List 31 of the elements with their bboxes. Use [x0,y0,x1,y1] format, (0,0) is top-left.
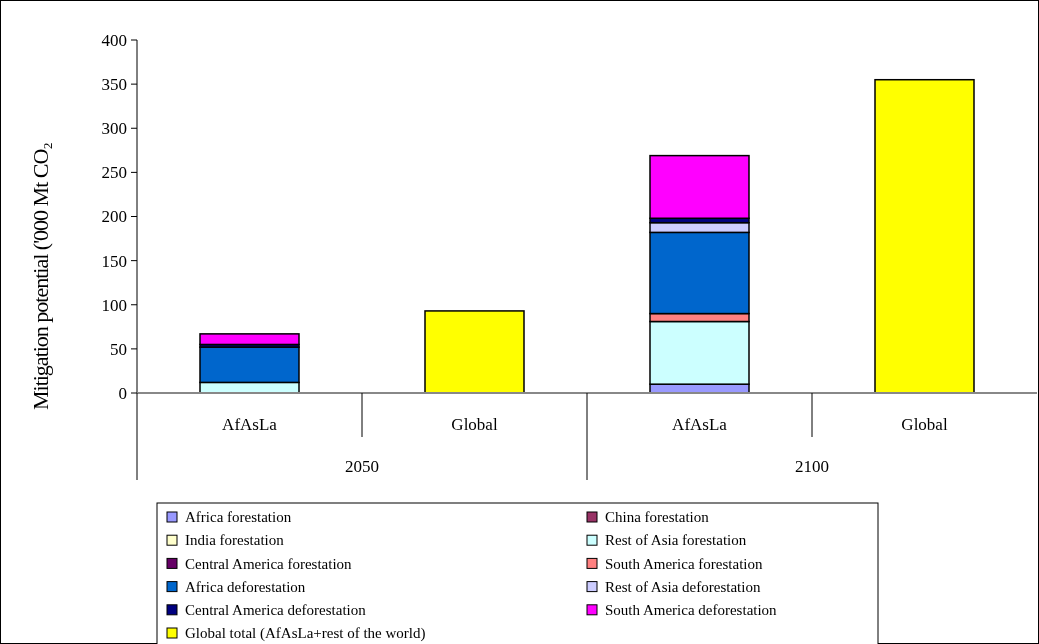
legend-label: Rest of Asia forestation [605,532,747,549]
y-tick-label: 250 [101,163,127,183]
x-tick-label: Global [451,415,498,434]
legend-label: South America deforestation [605,602,778,619]
y-tick-label: 50 [110,339,127,359]
legend-label: China forestation [605,509,710,526]
y-tick-label: 0 [118,383,127,403]
legend-label: Central America deforestation [185,602,367,619]
bar [424,310,525,394]
bar [649,154,750,220]
legend-label: India forestation [185,532,285,549]
legend-label: South America forestation [605,555,763,572]
y-tick-label: 350 [101,75,127,95]
y-tick-label: 150 [101,251,127,271]
legend-label: Central America forestation [185,555,353,572]
x-tick-label: Global [901,415,948,434]
x-tick-label: AfAsLa [672,415,728,434]
bar [199,333,300,346]
y-axis-title: Mitigation potential ('000 Mt CO₂ [28,142,53,411]
y-tick-label: 300 [101,119,127,139]
text: 2100 [795,457,829,476]
bar [874,78,975,394]
legend-label: Rest of Asia deforestation [605,578,761,595]
legend-label: Africa deforestation [185,578,306,595]
x-tick-label: AfAsLa [222,415,278,434]
text: 2050 [345,457,379,476]
legend-label: Global total (AfAsLa+rest of the world) [185,625,426,643]
y-tick-label: 200 [101,207,127,227]
y-tick-label: 400 [101,30,127,50]
y-tick-label: 100 [101,295,127,315]
legend-label: Africa forestation [185,509,292,526]
